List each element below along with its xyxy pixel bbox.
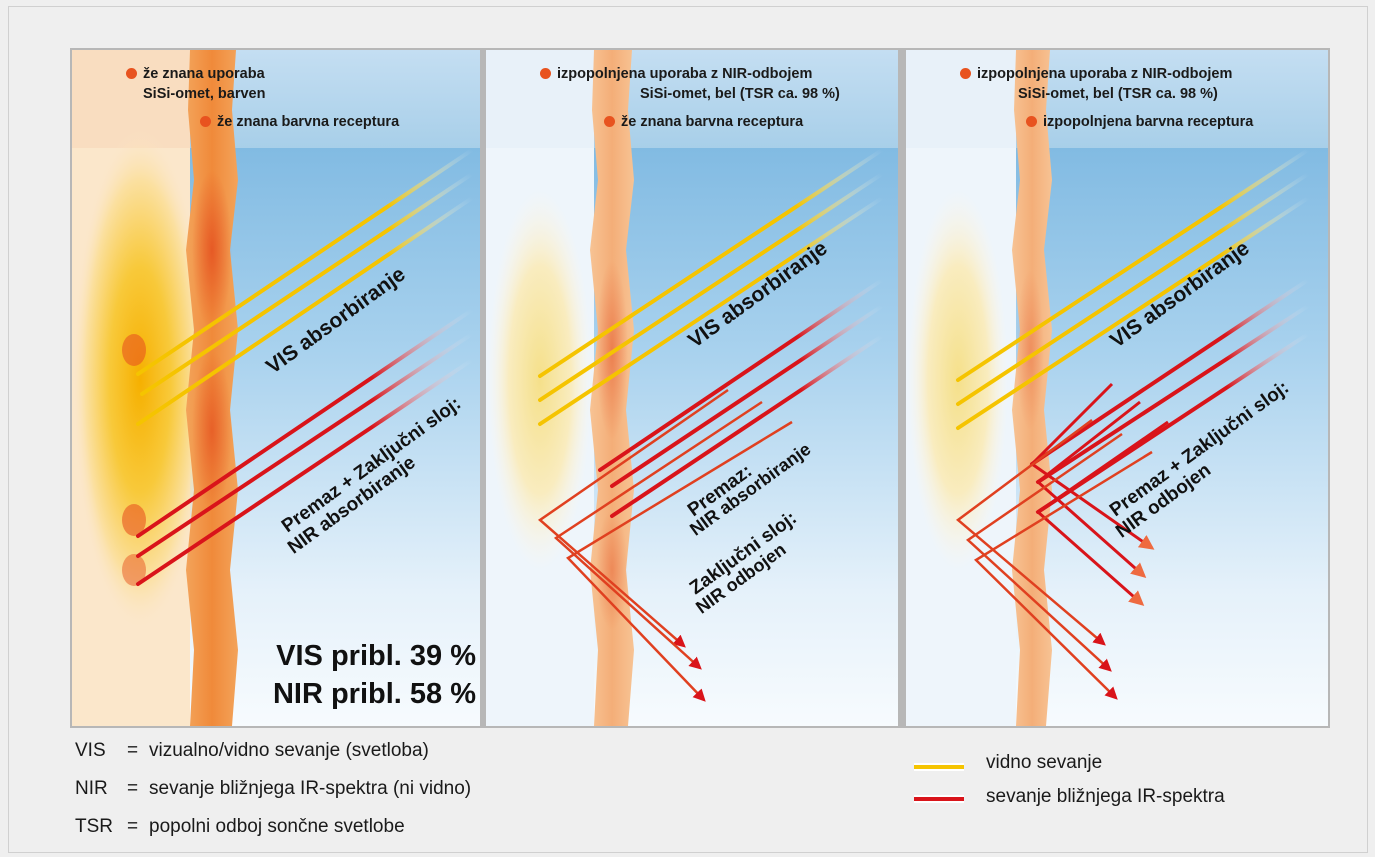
bullet-dot-icon	[604, 116, 615, 127]
panel-3-recipe-label: izpopolnjena barvna receptura	[1026, 112, 1253, 132]
legend-vis-row: VIS = vizualno/vidno sevanje (svetloba)	[75, 740, 429, 761]
bullet-dot-icon	[960, 68, 971, 79]
bullet-dot-icon	[1026, 116, 1037, 127]
panel-2-recipe-label: že znana barvna receptura	[604, 112, 803, 132]
bullet-dot-icon	[126, 68, 137, 79]
bullet-dot-icon	[200, 116, 211, 127]
panel-1	[72, 50, 480, 726]
bullet-dot-icon	[540, 68, 551, 79]
yellow-line-icon	[914, 763, 964, 771]
panel-3-material-label: SiSi-omet, bel (TSR ca. 98 %)	[1018, 86, 1218, 102]
legend-tsr-row: TSR = popolni odboj sončne svetlobe	[75, 816, 405, 837]
panel-1-recipe-label: že znana barvna receptura	[200, 112, 399, 132]
legend-visible-label: vidno sevanje	[986, 752, 1103, 773]
panel-2-usage-label: izpopolnjena uporaba z NIR-odbojem	[540, 64, 812, 84]
panels-graphic	[72, 50, 1328, 726]
red-line-icon	[914, 795, 964, 803]
panel-2-material-label: SiSi-omet, bel (TSR ca. 98 %)	[640, 86, 840, 102]
panel-2	[486, 50, 898, 726]
panels-container: že znana uporaba SiSi-omet, barven že zn…	[70, 48, 1330, 728]
panel-1-material-label: SiSi-omet, barven	[143, 86, 266, 102]
panel-1-vis-percent: VIS pribl. 39 %	[276, 640, 476, 672]
legend-nir-label: sevanje bližnjega IR-spektra	[986, 786, 1225, 807]
panel-1-usage-label: že znana uporaba	[126, 64, 265, 84]
legend-nir-row: NIR = sevanje bližnjega IR-spektra (ni vid…	[75, 778, 472, 799]
panel-3-usage-label: izpopolnjena uporaba z NIR-odbojem	[960, 64, 1232, 84]
panel-3	[906, 50, 1328, 726]
panel-1-nir-percent: NIR pribl. 58 %	[272, 678, 476, 710]
